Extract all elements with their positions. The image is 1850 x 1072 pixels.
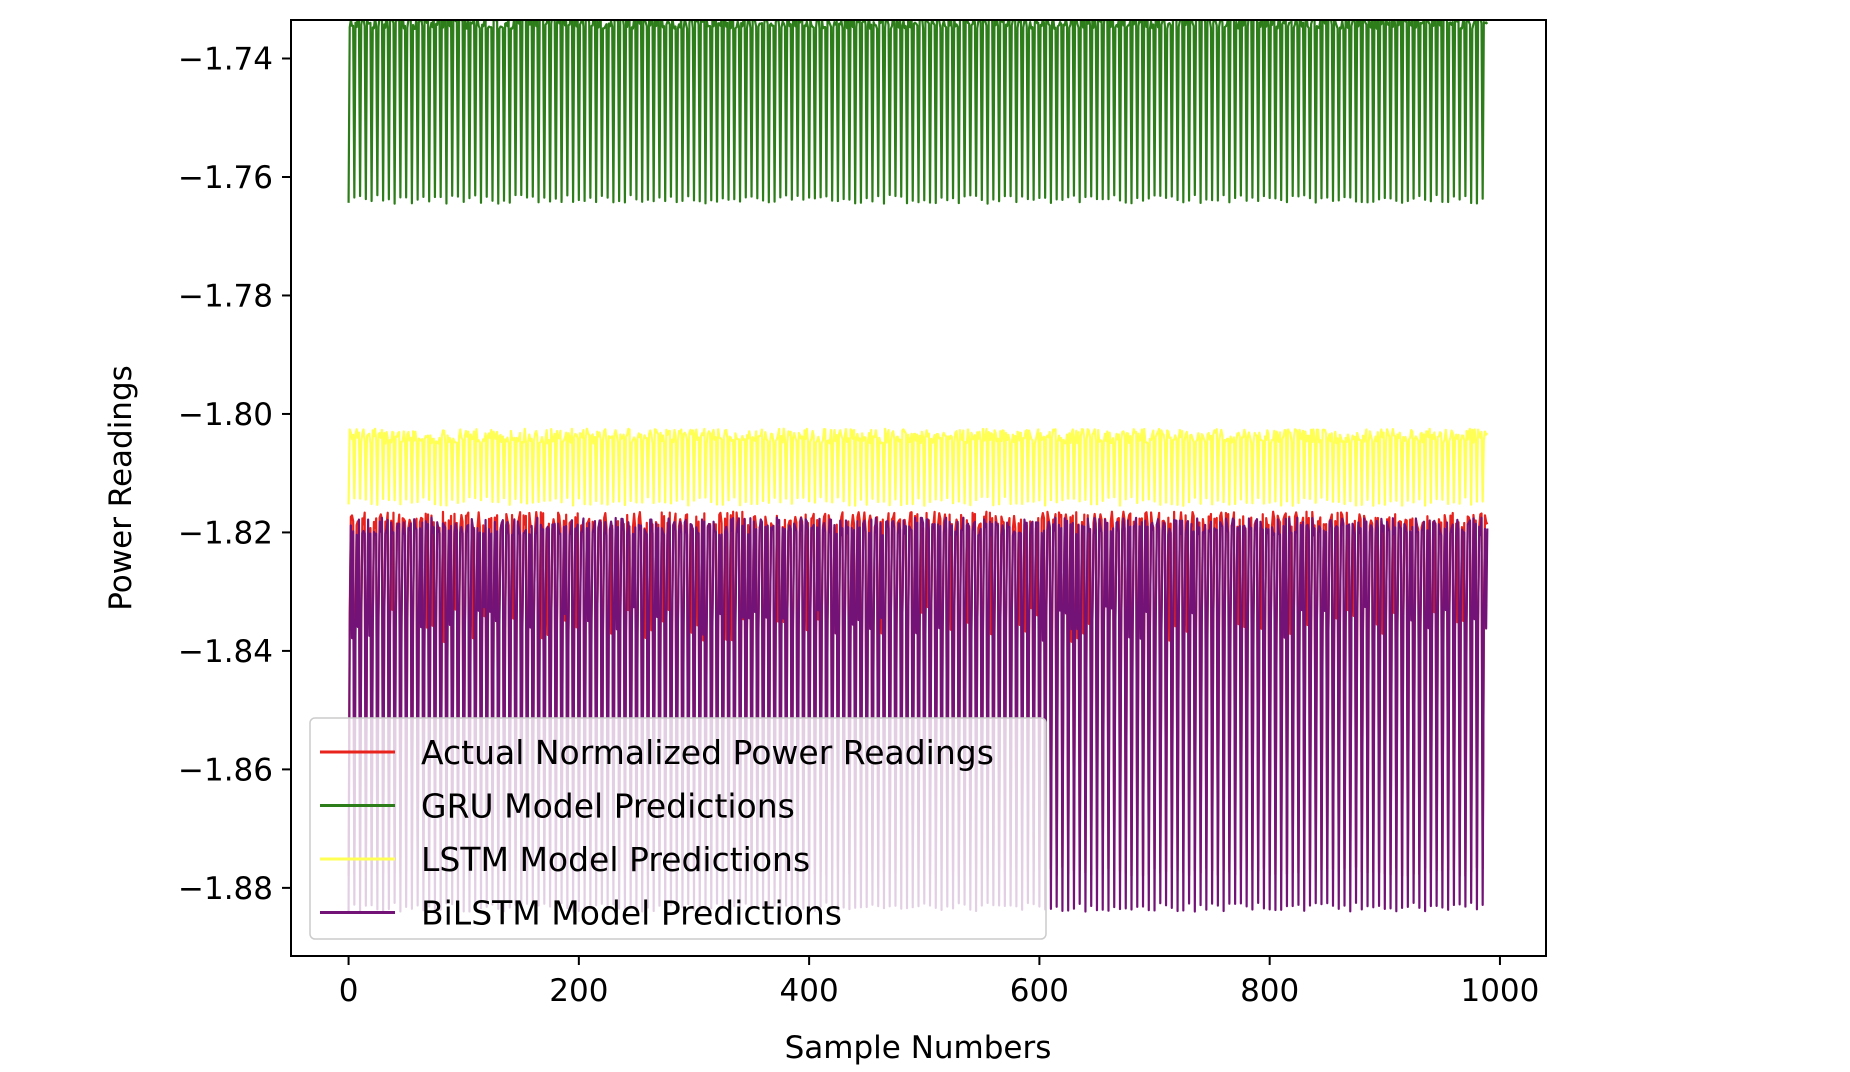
y-tick-label: −1.78 [178,278,273,314]
legend-box [309,717,1047,940]
y-tick-label: −1.82 [178,515,273,551]
y-tick-label: −1.88 [178,871,273,907]
legend-label: GRU Model Predictions [421,787,795,826]
y-axis-label: Power Readings [103,365,139,611]
y-axis: −1.88 −1.86 −1.84 −1.82 −1.80 −1.78 −1.76 −1.74 [178,42,291,907]
y-tick-label: −1.80 [178,397,273,433]
y-tick-label: −1.74 [178,42,273,78]
legend: Actual Normalized Power Readings GRU Mode… [309,717,1047,940]
series-line-gru-model-predictions [347,20,1489,205]
y-tick-label: −1.76 [178,160,273,196]
legend-label: BiLSTM Model Predictions [421,894,842,933]
y-tick-label: −1.84 [178,634,273,670]
plot-frame [290,19,1547,957]
x-axis-label: Sample Numbers [785,1030,1052,1066]
x-tick-label: 800 [1240,973,1299,1009]
x-tick-label: 0 [339,973,359,1009]
x-tick-label: 200 [549,973,608,1009]
legend-label: LSTM Model Predictions [421,840,810,879]
series-line-lstm-model-predictions [347,427,1489,507]
x-tick-label: 400 [780,973,839,1009]
x-tick-label: 600 [1010,973,1069,1009]
legend-label: Actual Normalized Power Readings [421,733,994,772]
x-tick-label: 1000 [1460,973,1539,1009]
y-tick-label: −1.86 [178,752,273,788]
x-axis: 0 200 400 600 800 1000 [339,956,1539,1009]
